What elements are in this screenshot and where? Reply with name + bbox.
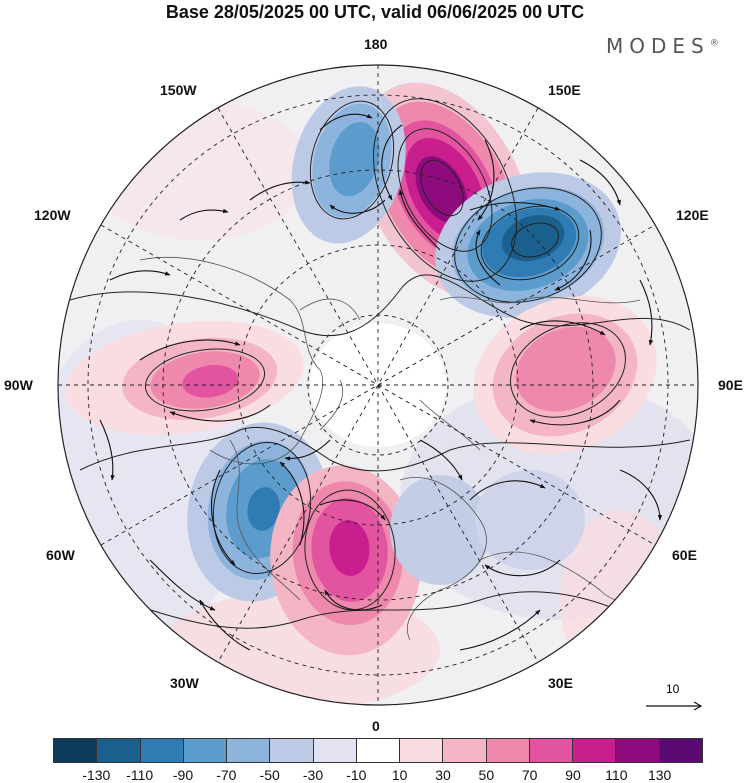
colorbar-tick-label: -70: [216, 767, 237, 783]
wind-vectors: [99, 113, 663, 651]
colorbar-tick-label: 130: [647, 767, 672, 783]
north-atlantic-high: [270, 465, 421, 656]
colorbar-swatch: [226, 739, 270, 762]
colorbar-swatch: [485, 739, 529, 762]
colorbar-swatch: [312, 739, 356, 762]
colorbar-swatch: [54, 739, 97, 762]
polar-map: [57, 64, 699, 706]
anomaly-background-nw: [90, 100, 310, 240]
reference-vector-label: 10: [666, 682, 680, 696]
reference-arrow-icon: [646, 701, 703, 711]
colorbar-swatch: [182, 739, 227, 762]
colorbar: [53, 738, 703, 763]
map-title: Base 28/05/2025 00 UTC, valid 06/06/2025…: [165, 2, 585, 22]
europe-low: [390, 475, 490, 585]
colorbar-tick-label: 70: [521, 767, 538, 783]
lon-label-0: 0: [372, 718, 380, 734]
colorbar-swatch: [269, 739, 313, 762]
colorbar-tick-label: 30: [435, 767, 451, 783]
colorbar-swatch: [615, 739, 659, 762]
graticule: [58, 65, 698, 705]
lon-label-30w: 30W: [170, 675, 199, 691]
lon-label-150e: 150E: [548, 82, 581, 98]
colorbar-tick-label: -110: [126, 767, 154, 783]
colorbar-swatch: [658, 739, 702, 762]
modes-logo: MODES®: [606, 34, 719, 58]
colorbar-tick-label: 10: [391, 767, 408, 783]
colorbar-tick-label: 50: [478, 767, 495, 783]
colorbar-swatch: [442, 739, 486, 762]
registered-mark: ®: [709, 38, 719, 49]
colorbar-swatch: [399, 739, 443, 762]
logo-text: MODES: [606, 34, 710, 58]
lon-label-180: 180: [364, 36, 388, 52]
colorbar-tick-label: 90: [565, 767, 581, 783]
lon-label-90e: 90E: [718, 377, 743, 393]
lon-label-90w: 90W: [4, 377, 33, 393]
lon-label-120w: 120W: [34, 207, 71, 223]
reference-vector: 10: [644, 682, 704, 718]
colorbar-swatch: [139, 739, 183, 762]
map-border: [57, 64, 699, 706]
colorbar-tick-label: 110: [605, 767, 628, 783]
lon-label-60e: 60E: [672, 547, 697, 563]
lon-label-120e: 120E: [676, 207, 709, 223]
colorbar-swatch: [355, 739, 400, 762]
lon-label-30e: 30E: [548, 675, 573, 691]
colorbar-swatch: [572, 739, 616, 762]
colorbar-tick-label: -130: [82, 767, 111, 783]
colorbar-swatch: [528, 739, 573, 762]
west-asia-low: [475, 470, 585, 570]
lon-label-60w: 60W: [46, 547, 75, 563]
colorbar-tick-label: -50: [259, 767, 280, 783]
colorbar-tick-label: -30: [302, 767, 324, 783]
bering-low: [291, 86, 406, 244]
lon-label-150w: 150W: [160, 82, 197, 98]
colorbar-swatch: [96, 739, 140, 762]
colorbar-tick-label: -90: [172, 767, 194, 783]
anomaly-fields: [58, 65, 698, 705]
colorbar-tick-label: -10: [346, 767, 367, 783]
